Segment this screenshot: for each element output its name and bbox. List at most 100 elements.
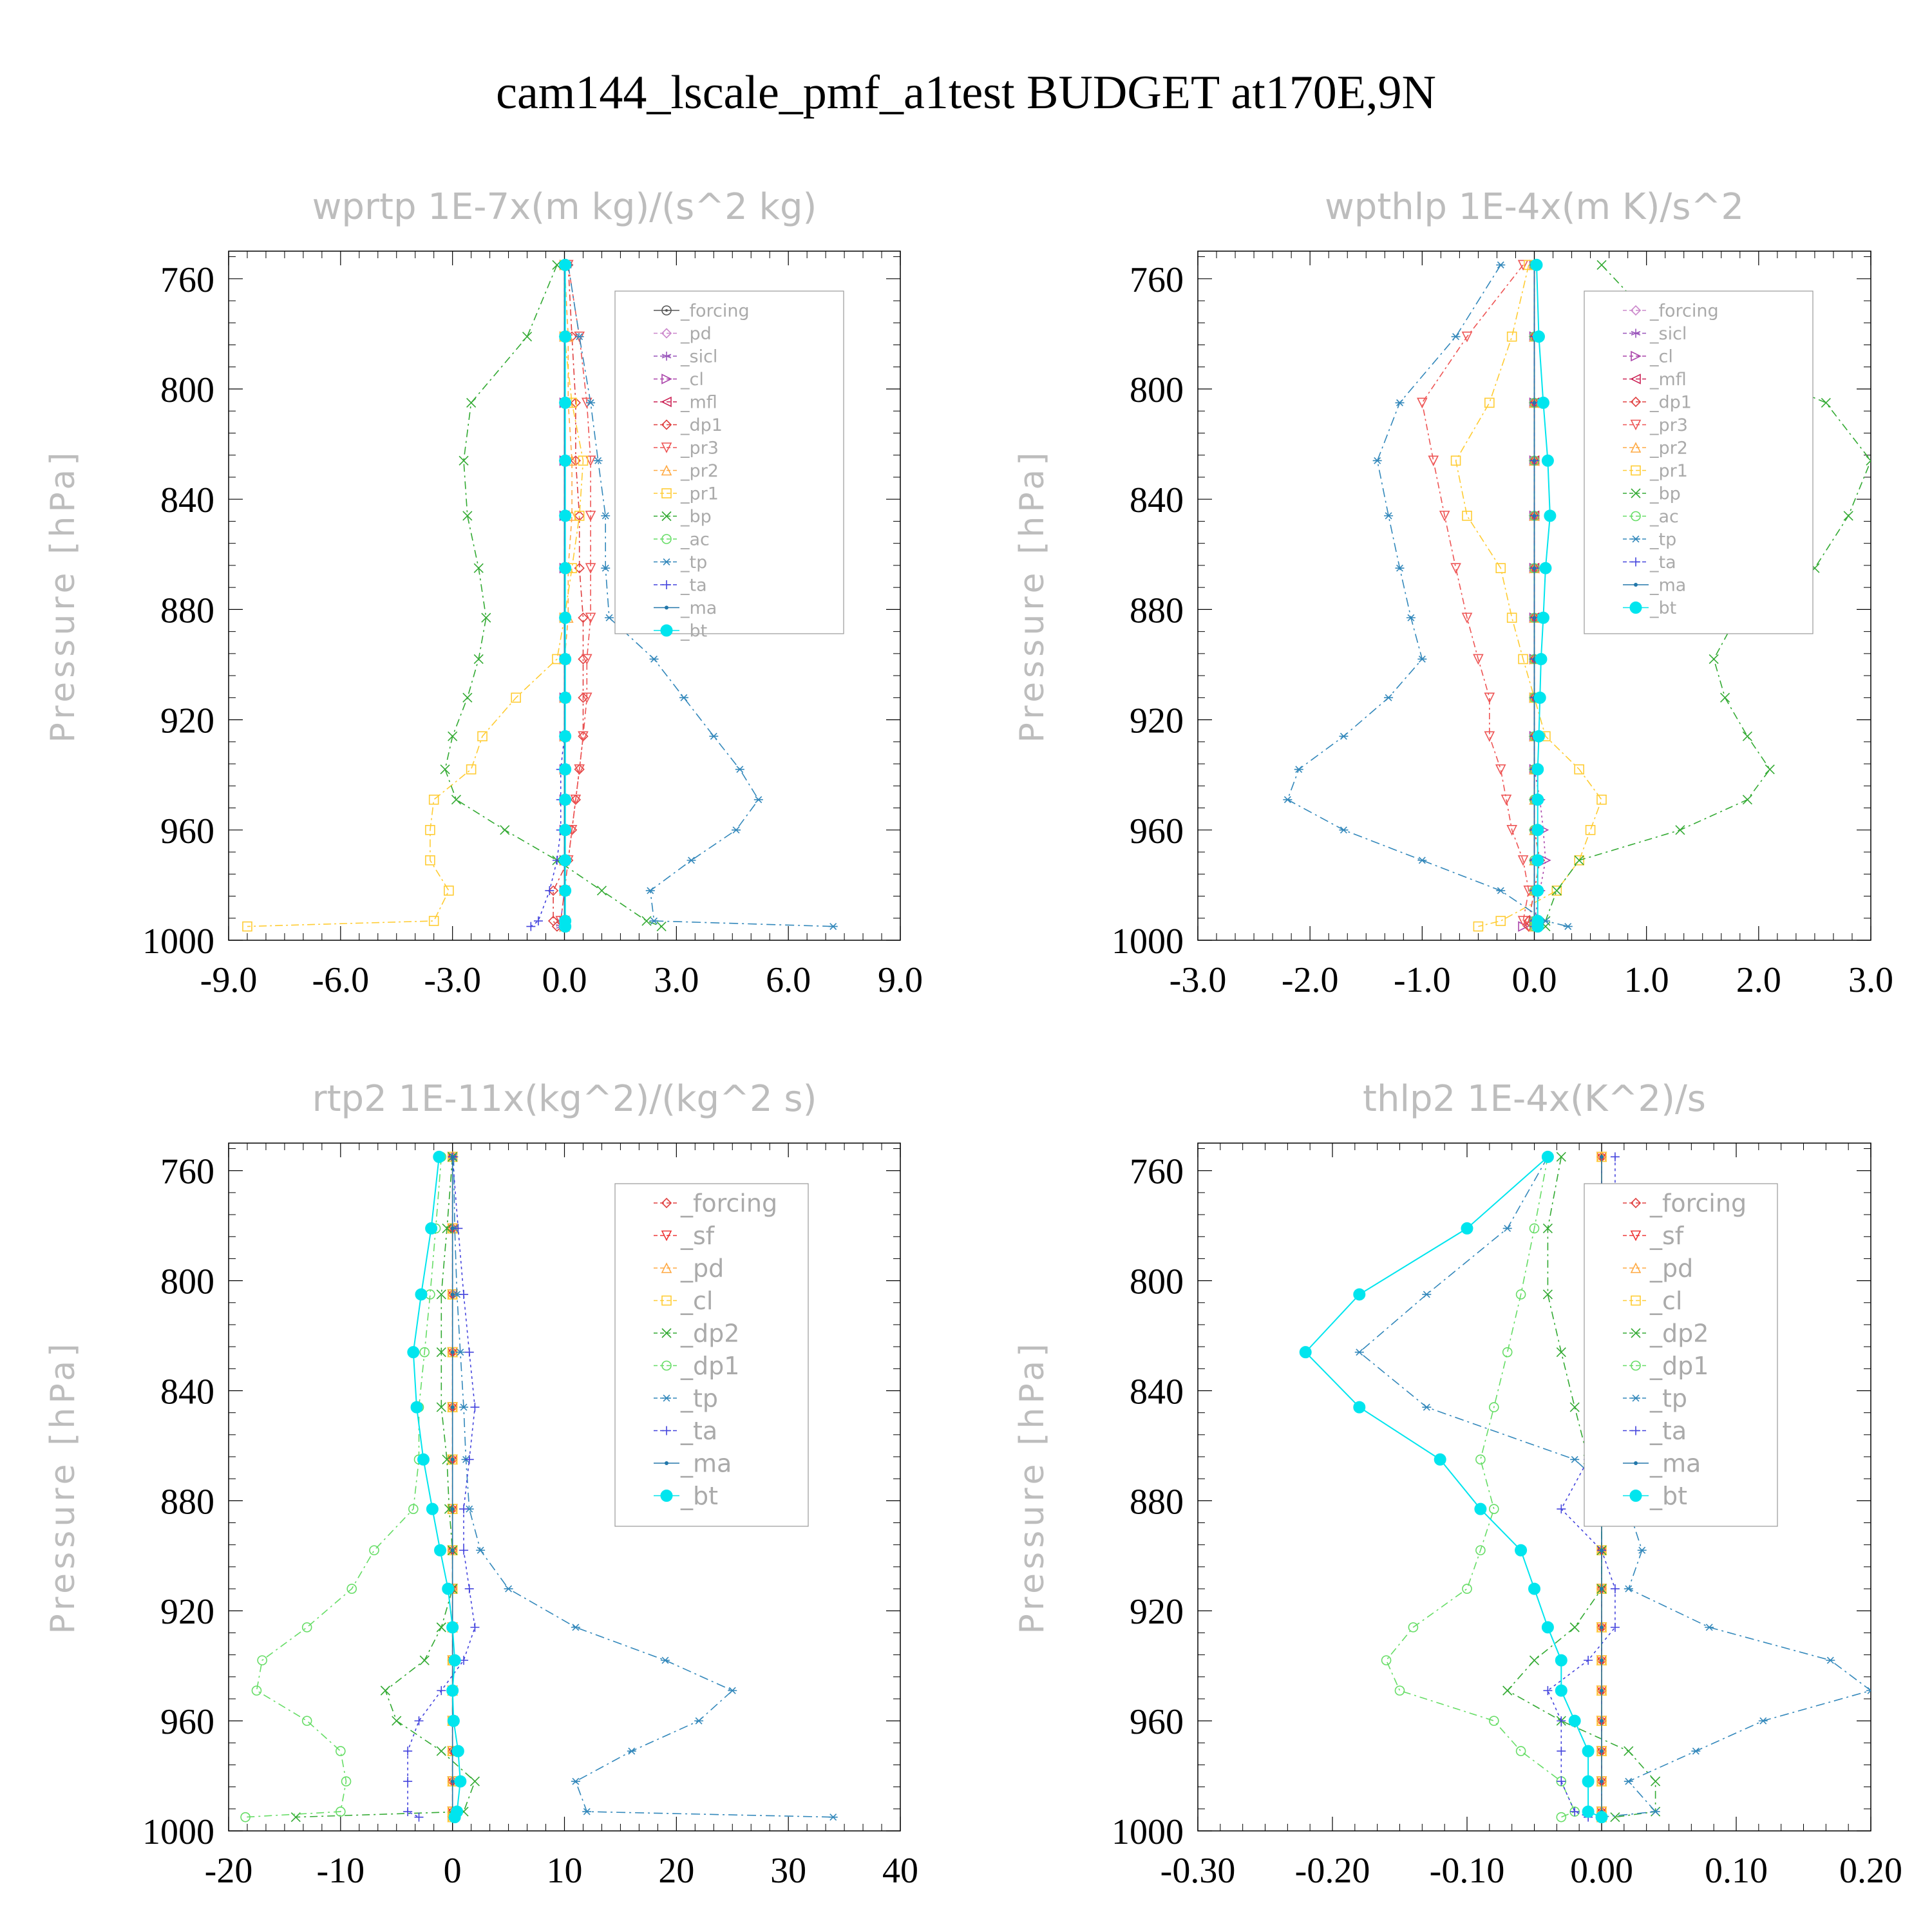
series_dp2-point [392,1716,402,1726]
legend-label: _ta [680,1417,717,1445]
series_ta-point [1610,1584,1620,1594]
legend-label: _dp2 [680,1319,739,1347]
series_ta-line [530,265,565,927]
legend-box [614,290,844,634]
series_ta-point [526,922,536,931]
series_cl-point [1518,921,1529,932]
legend-marker-center [665,309,668,312]
legend-label: _sicl [680,346,717,366]
series_pr3 [1417,260,1535,933]
series_pr1-point [511,692,521,703]
series_dp1 [240,1151,447,1823]
series_pr3-point [1417,397,1428,409]
series_dp1-point [578,654,589,665]
series_pr3-point [581,654,592,665]
series_ma-point [1532,513,1537,518]
series_ta-point [453,1224,463,1233]
series_dp1-point [240,1812,251,1823]
series_ta-point [1610,1152,1620,1162]
series_tp-point [649,917,659,925]
legend-label: _sicl [1649,324,1687,344]
series_pr1-point [1574,764,1584,775]
series_bt-point [410,1401,423,1414]
x-tick-label: 40 [882,1851,918,1891]
series_pr1-point [425,825,435,835]
series_tp-point [1339,732,1349,740]
legend-marker [662,1426,671,1435]
y-tick-label: 800 [1130,370,1184,410]
series_pr3-point [1501,794,1512,806]
y-tick-label: 880 [1130,591,1184,630]
legend-label: _pd [1649,1254,1693,1282]
series_ta-point [545,886,554,895]
y-tick-label: 920 [160,1592,214,1632]
legend-label: _ma [1649,1449,1701,1477]
series_bp [440,260,667,932]
series_pr1-point [1596,794,1607,805]
series_tp-point [571,1777,580,1785]
series_pr3-point [1517,260,1529,271]
series_bt-point [448,1811,461,1824]
y-tick-label: 800 [1130,1262,1184,1302]
series_pr3-point [1439,511,1450,522]
series_dp2-point [469,1776,480,1786]
series_bp-point [1765,764,1775,775]
series_bt-point [1582,1745,1595,1757]
series_tp-point [1417,655,1427,663]
legend-marker [661,1230,672,1242]
series_ma-point [1532,566,1537,571]
series_ma-point [450,1350,455,1354]
legend-marker [661,1262,672,1273]
series_bt-point [1531,763,1544,776]
legend-marker [1629,601,1642,614]
series_tp-point [455,1349,465,1356]
series_tp-point [459,1403,469,1411]
legend-label: _pd [680,324,712,344]
series_pr3-point [1428,455,1439,467]
series_bt-point [559,562,572,574]
series_dp2-point [1556,1151,1566,1162]
legend-marker [1631,1426,1640,1435]
panel-2-legend: _forcing _sicl_cl _mfl_dp1 _pr3 _pr2 _pr1 _bp _… [1584,290,1814,634]
series_pr3 [555,260,596,933]
series_dp2-point [442,1454,452,1464]
series_ta-point [464,1584,474,1594]
series_ma-point [450,1292,455,1296]
series_dp2-point [1502,1685,1513,1696]
series_dp1-point [578,692,589,703]
series_dp1-point [369,1545,379,1556]
series_dp1-point [1556,1812,1567,1823]
legend-marker [1631,511,1641,522]
series_bp-point [481,612,491,623]
y-tick-label: 960 [160,1702,214,1742]
series_bt [1530,258,1557,933]
legend-marker [1629,1490,1642,1502]
series_bt-point [1532,330,1545,343]
legend-label: _cl [680,1287,713,1315]
y-tick-label: 1000 [142,1812,214,1852]
x-tick-label: 0.00 [1570,1851,1633,1891]
series_ta-point [464,1347,474,1357]
series_bt-point [1530,258,1543,271]
series_tp-point [687,857,696,864]
y-tick-label: 880 [1130,1482,1184,1522]
series_pr3-point [574,764,585,775]
series_dp2-point [1542,1223,1553,1233]
series_dp1-point [336,1746,346,1756]
series_ma-point [450,1155,455,1159]
series_bt-point [1541,1150,1554,1163]
panel-4: thlp2 1E-4x(K^2)/s Pressure [hPa] -0.30 -0.… [1013,1078,1902,1891]
x-tick-label: 1.0 [1624,960,1669,1000]
series_ta-point [459,1289,469,1299]
y-tick-label: 1000 [142,922,214,961]
series_pr1-point [1450,455,1461,466]
series_ma-point [1600,1689,1604,1693]
series_bt-point [559,763,572,776]
panel-3-ylabel: Pressure [hPa] [44,1340,82,1634]
series_bt [1299,1150,1608,1824]
series_pr3-line [560,265,591,927]
series_bt-point [1528,1582,1540,1595]
legend-marker [1630,419,1642,431]
series_ta-point [1584,1656,1593,1665]
panel-2-plot-area [1283,258,1871,933]
